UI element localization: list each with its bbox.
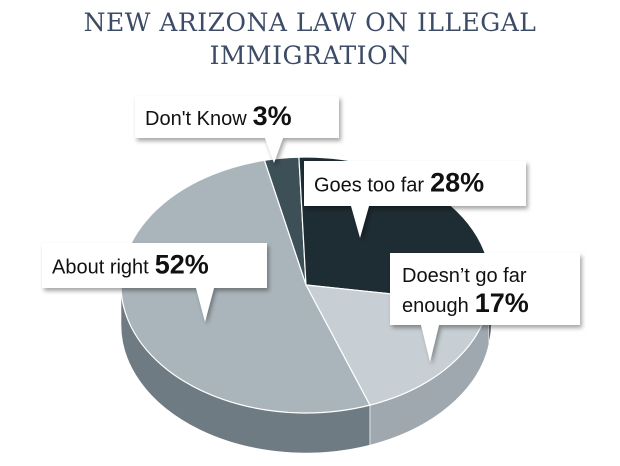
callout-value-text: 17% [475,288,529,318]
callout-box [135,96,339,163]
callout-value-text: 3% [253,101,292,131]
callout-label-text: Doesn’t go far [402,265,527,287]
chart-title: NEW ARIZONA LAW ON ILLEGAL IMMIGRATION [0,6,620,72]
pie-callouts: Don't Know 3%Goes too far 28% Doesn’t go fa… [42,96,580,362]
chart-title-line-2: IMMIGRATION [209,41,411,70]
callout-don-t-know: Don't Know 3% [135,96,339,163]
callout-box [42,243,267,322]
callout-box [390,253,580,362]
callout-value-text: 28% [430,168,484,198]
callout-value-text: 52% [155,250,209,280]
callout-goes-too-far: Goes too far 28% [304,161,526,238]
chart-title-line-1: NEW ARIZONA LAW ON ILLEGAL [83,8,537,37]
callout-about-right: About right 52% [42,243,267,322]
callout-box [304,161,526,238]
